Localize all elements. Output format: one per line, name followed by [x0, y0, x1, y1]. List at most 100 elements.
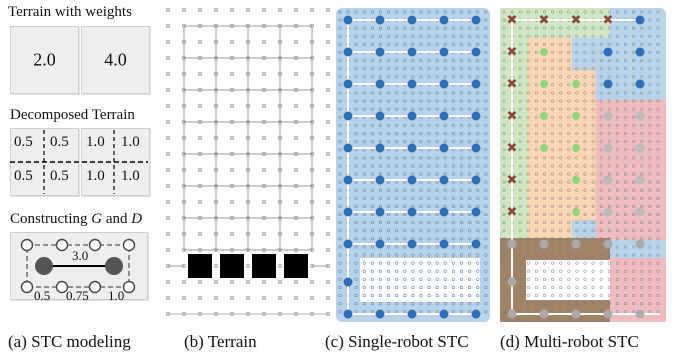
coverage-subnode: [591, 302, 595, 306]
coverage-subnode: [411, 34, 415, 38]
coverage-subnode: [395, 293, 399, 298]
coverage-subnode: [411, 58, 415, 63]
coverage-subnode: [623, 302, 628, 306]
coverage-subnode: [411, 172, 415, 176]
coverage-subnode: [354, 245, 358, 249]
coverage-subnode: [623, 229, 628, 233]
coverage-subnode: [559, 261, 563, 265]
coverage-subnode: [354, 67, 358, 71]
coverage-subnode: [459, 302, 464, 306]
coverage-subnode: [419, 10, 423, 14]
coverage-subnode: [435, 99, 439, 103]
coverage-subnode: [362, 237, 366, 241]
coverage-subnode: [551, 269, 555, 273]
coverage-subnode: [551, 188, 555, 192]
coverage-subnode: [607, 302, 611, 306]
coverage-subnode: [607, 140, 611, 144]
coverage-subnode: [338, 148, 342, 152]
coverage-subnode: [583, 212, 587, 217]
coverage-subnode: [567, 221, 571, 225]
coverage-subnode: [599, 34, 603, 38]
coverage-subnode: [648, 164, 652, 168]
coverage-subnode: [559, 212, 563, 217]
coverage-subnode: [583, 245, 587, 249]
coverage-subnode: [451, 172, 456, 176]
terrain-subnode: [278, 280, 282, 284]
tree-node: [572, 144, 580, 152]
coverage-subnode: [427, 204, 431, 208]
coverage-subnode: [468, 237, 472, 241]
coverage-subnode: [387, 269, 391, 273]
coverage-subnode: [387, 58, 391, 63]
coverage-subnode: [387, 42, 391, 47]
coverage-subnode: [591, 293, 595, 298]
coverage-subnode: [395, 164, 399, 168]
coverage-subnode: [451, 34, 456, 38]
coverage-subnode: [534, 50, 538, 55]
coverage-subnode: [591, 269, 595, 273]
terrain-subnode: [278, 296, 282, 300]
coverage-subnode: [518, 245, 522, 249]
coverage-subnode: [567, 131, 571, 136]
coverage-subnode: [567, 188, 571, 192]
coverage-subnode: [387, 245, 391, 249]
coverage-subnode: [575, 140, 579, 144]
coverage-subnode: [534, 91, 538, 95]
coverage-subnode: [387, 123, 391, 127]
coverage-subnode: [387, 277, 391, 281]
coverage-subnode: [599, 75, 603, 79]
coverage-subnode: [559, 253, 563, 257]
coverage-subnode: [476, 91, 480, 95]
coverage-subnode: [526, 107, 530, 111]
coverage-subnode: [599, 164, 603, 168]
terrain-subnode: [294, 40, 298, 44]
coverage-subnode: [387, 196, 391, 200]
coverage-subnode: [632, 50, 636, 55]
coverage-subnode: [518, 42, 522, 46]
coverage-subnode: [338, 131, 342, 136]
terrain-subnode: [326, 88, 330, 92]
coverage-subnode: [362, 91, 366, 95]
coverage-subnode: [599, 253, 603, 257]
coverage-subnode: [443, 34, 447, 38]
coverage-subnode: [599, 42, 603, 46]
coverage-subnode: [338, 188, 342, 192]
coverage-subnode: [567, 67, 571, 71]
tree-node: [603, 207, 613, 217]
coverage-subnode: [526, 237, 530, 241]
coverage-subnode: [632, 204, 636, 208]
coverage-subnode: [648, 99, 652, 103]
coverage-subnode: [583, 42, 587, 46]
coverage-subnode: [443, 131, 447, 136]
coverage-subnode: [338, 302, 342, 306]
coverage-subnode: [395, 75, 399, 79]
coverage-subnode: [362, 269, 366, 273]
tree-node: [375, 309, 385, 319]
coverage-subnode: [354, 285, 358, 290]
coverage-subnode: [443, 58, 447, 63]
coverage-subnode: [484, 188, 488, 192]
coverage-subnode: [583, 285, 587, 289]
coverage-subnode: [476, 123, 480, 127]
coverage-subnode: [451, 10, 456, 14]
coverage-subnode: [443, 67, 447, 71]
coverage-subnode: [451, 237, 456, 241]
coverage-subnode: [575, 42, 579, 46]
coverage-subnode: [551, 67, 555, 71]
obstacle-block: [252, 254, 276, 278]
tree-node: [343, 309, 353, 319]
terrain-subnode: [182, 296, 186, 300]
coverage-subnode: [411, 140, 415, 144]
coverage-subnode: [419, 164, 423, 168]
coverage-subnode: [403, 26, 407, 30]
coverage-subnode: [476, 285, 480, 290]
coverage-subnode: [623, 245, 628, 249]
coverage-subnode: [459, 221, 464, 225]
coverage-subnode: [427, 302, 431, 306]
coverage-subnode: [542, 91, 547, 95]
coverage-subnode: [459, 204, 464, 208]
coverage-subnode: [518, 123, 522, 127]
coverage-subnode: [484, 196, 488, 200]
coverage-subnode: [632, 277, 636, 281]
terrain-subnode: [166, 88, 170, 92]
